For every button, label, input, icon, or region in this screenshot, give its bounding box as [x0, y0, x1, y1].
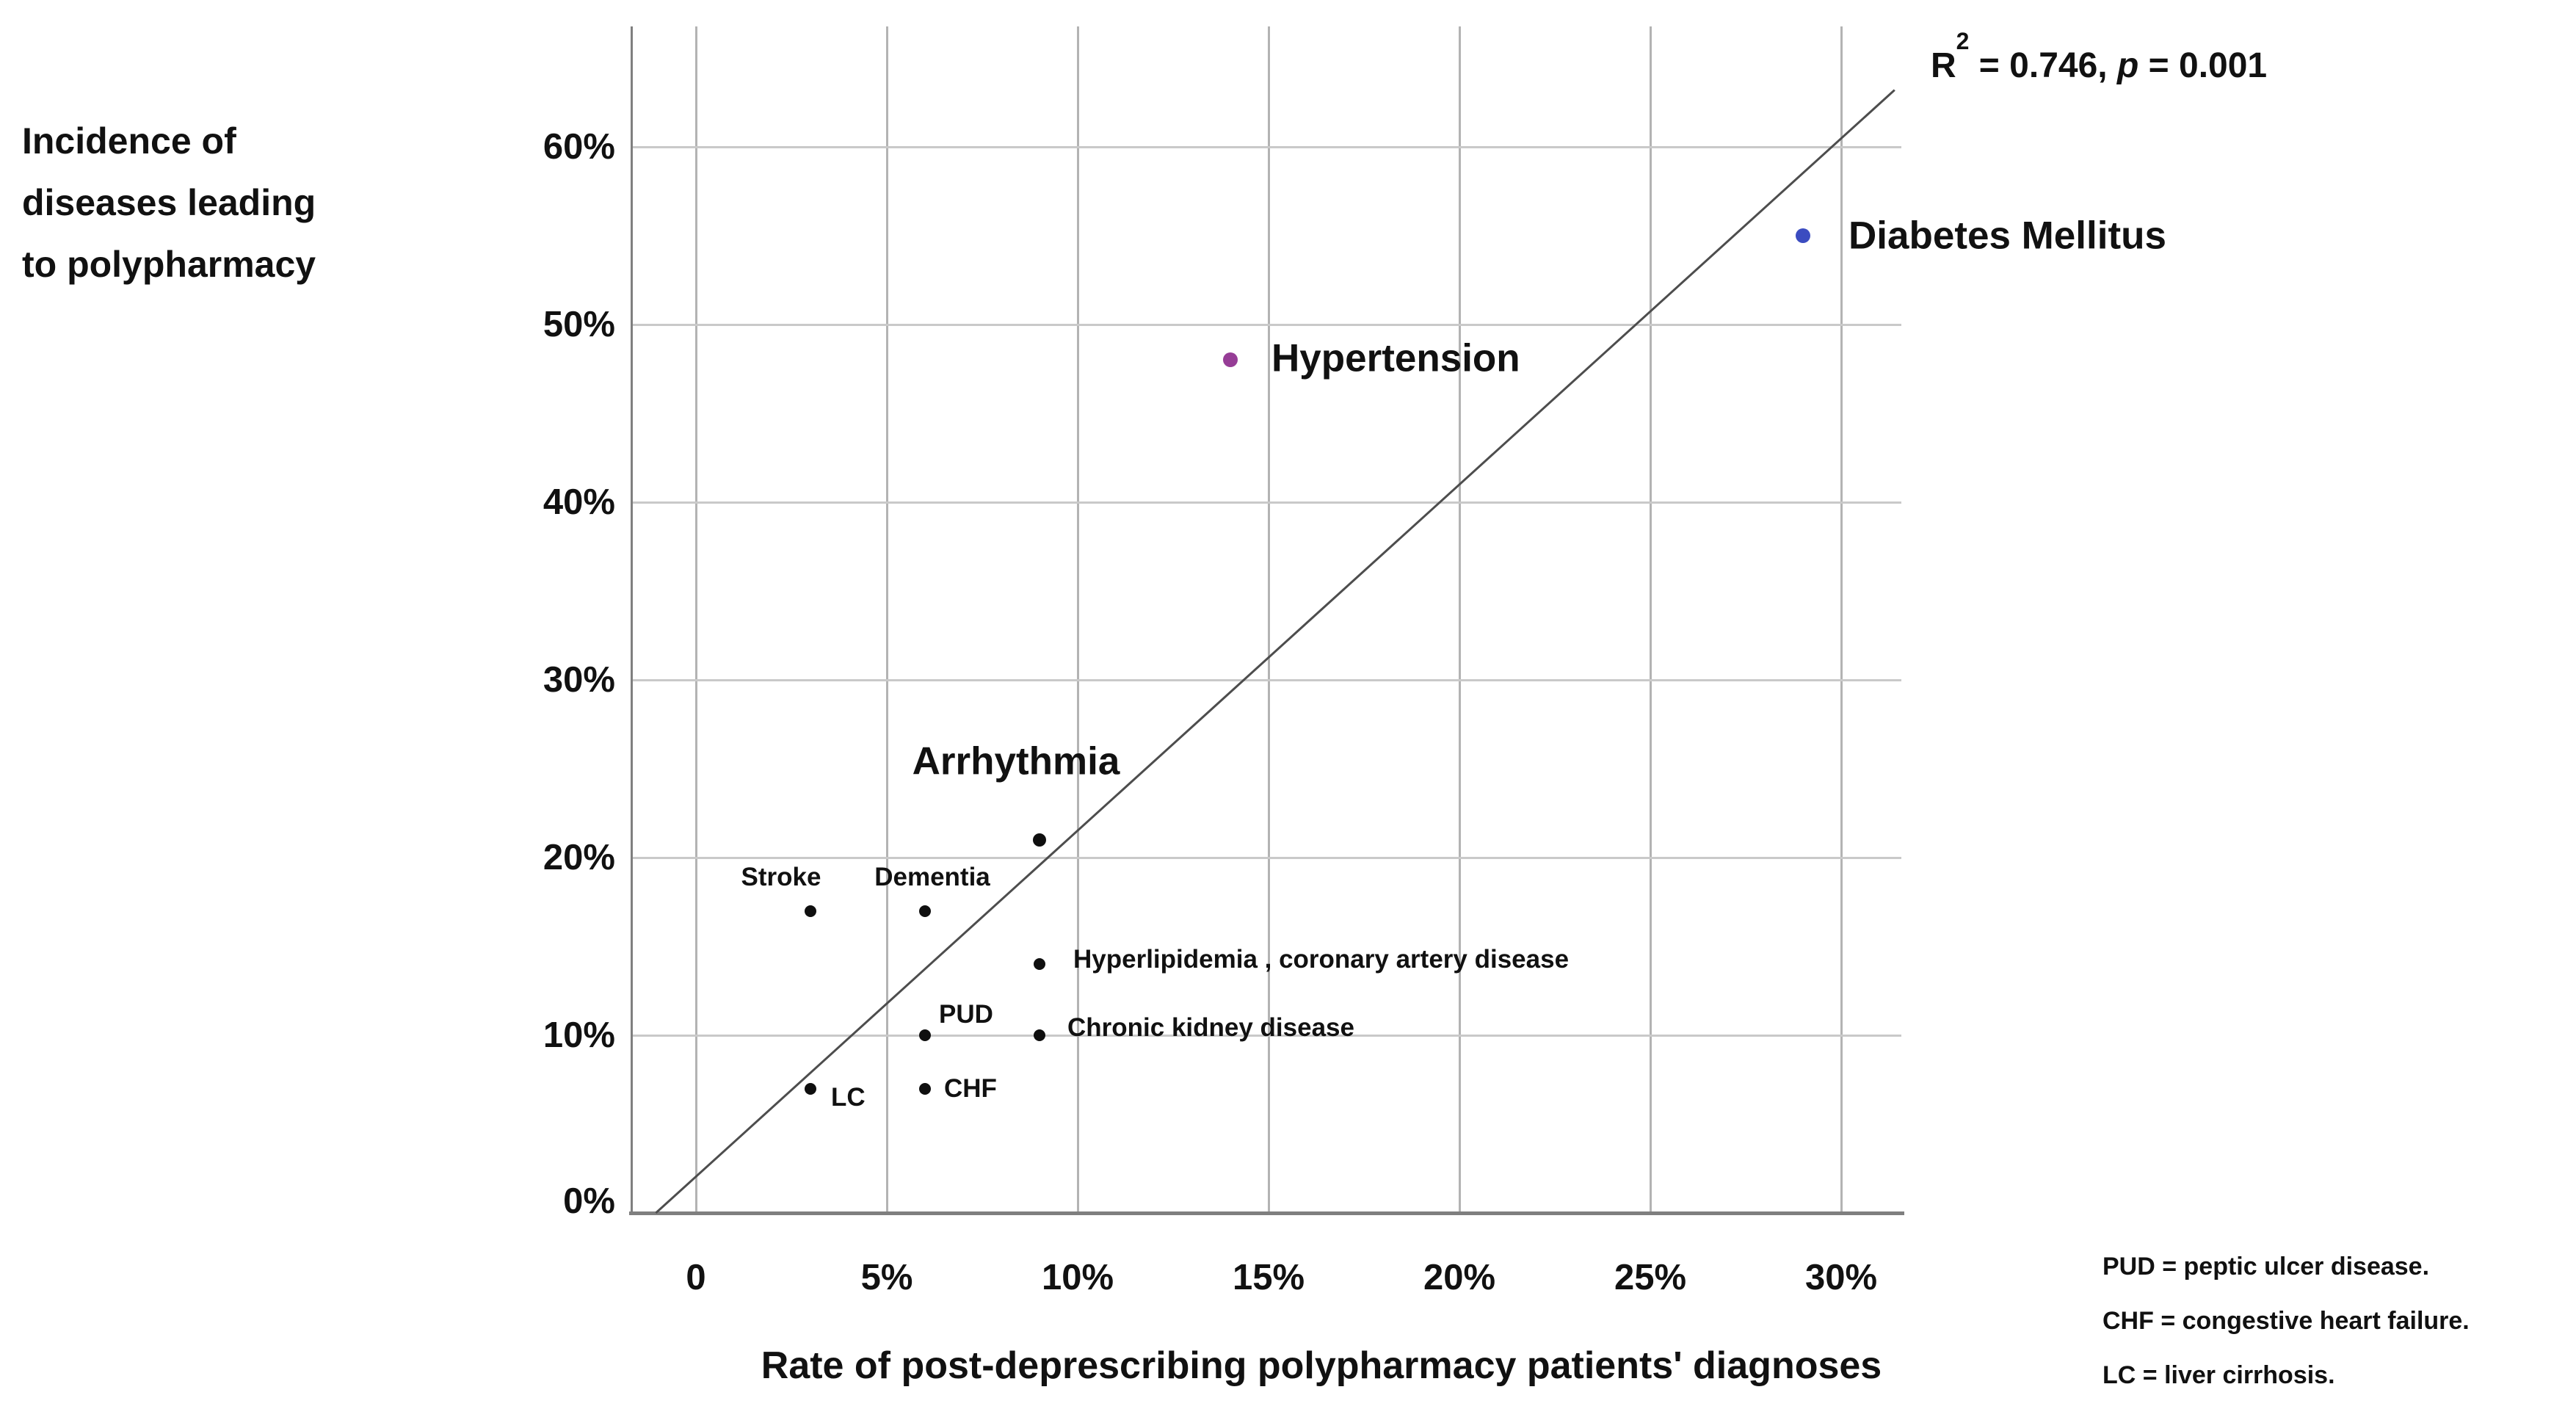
x-tick-label: 15% — [1232, 1258, 1305, 1297]
gridline-y — [632, 501, 1901, 504]
gridline-y — [632, 678, 1901, 681]
data-point-label: Hyperlipidemia , coronary artery disease — [1073, 945, 1570, 974]
r2-symbol: R — [1931, 46, 1956, 85]
data-point — [1033, 833, 1046, 847]
y-axis-title-line: diseases leading — [22, 182, 316, 223]
x-tick-label: 0 — [686, 1258, 706, 1297]
y-tick-label: 60% — [543, 127, 615, 167]
data-point — [1034, 958, 1045, 971]
data-point-label: Dementia — [874, 862, 990, 891]
r2-value: = 0.746, — [1969, 46, 2117, 85]
gridline-x — [885, 26, 888, 1213]
y-tick-label: 50% — [543, 305, 615, 344]
gridline-x — [1267, 26, 1270, 1213]
y-axis-title-line: to polypharmacy — [22, 244, 316, 285]
gridline-x — [1458, 26, 1461, 1213]
data-point — [919, 1082, 931, 1095]
x-tick-label: 25% — [1614, 1258, 1687, 1297]
x-tick-label: 5% — [860, 1258, 913, 1297]
gridline-x — [1649, 26, 1652, 1213]
y-axis-title: Incidence of diseases leading to polypha… — [22, 110, 316, 295]
y-axis-line — [631, 26, 633, 1213]
data-point-label: Chronic kidney disease — [1067, 1013, 1354, 1042]
data-point — [1034, 1029, 1045, 1041]
gridline-x — [1076, 26, 1079, 1213]
y-axis-title-line: Incidence of — [22, 120, 236, 162]
r-squared-annotation: R2 = 0.746, p = 0.001 — [1931, 28, 2268, 86]
data-point-label: CHF — [944, 1073, 997, 1103]
x-tick-label: 10% — [1041, 1258, 1114, 1297]
gridline-x — [694, 26, 697, 1213]
data-point-label: PUD — [939, 1000, 993, 1029]
gridline-y — [632, 856, 1901, 859]
gridline-x — [1840, 26, 1843, 1213]
r2-exponent: 2 — [1956, 28, 1970, 54]
x-tick-label: 30% — [1804, 1258, 1878, 1297]
data-point — [805, 1082, 816, 1095]
y-tick-label: 40% — [543, 482, 615, 522]
gridline-y — [632, 145, 1901, 148]
data-point — [1796, 228, 1810, 243]
y-tick-label: 30% — [543, 660, 615, 700]
x-axis-line — [629, 1211, 1904, 1215]
data-point — [805, 905, 816, 917]
legend-item-pud: PUD = peptic ulcer disease. — [2102, 1253, 2430, 1280]
data-point-label: Diabetes Mellitus — [1848, 214, 2166, 258]
legend-item-chf: CHF = congestive heart failure. — [2102, 1307, 2470, 1335]
data-point-label: Hypertension — [1271, 336, 1520, 380]
gridline-y — [632, 1034, 1901, 1037]
legend-item-lc: LC = liver cirrhosis. — [2102, 1361, 2335, 1389]
data-point-label: Stroke — [741, 862, 821, 891]
gridline-y — [632, 323, 1901, 326]
legend: PUD = peptic ulcer disease. CHF = conges… — [2102, 1239, 2470, 1402]
data-point — [919, 1029, 931, 1041]
x-axis-title: Rate of post-deprescribing polypharmacy … — [761, 1344, 1882, 1387]
data-point — [1223, 352, 1238, 368]
y-tick-label: 0% — [563, 1181, 615, 1221]
p-value: = 0.001 — [2138, 46, 2268, 85]
y-tick-label: 20% — [543, 838, 615, 877]
y-tick-label: 10% — [543, 1015, 615, 1055]
data-point-label: LC — [831, 1082, 866, 1112]
data-point — [919, 905, 931, 917]
p-symbol: p — [2116, 46, 2139, 85]
trendline — [655, 89, 1895, 1214]
x-tick-label: 20% — [1423, 1258, 1496, 1297]
data-point-label: Arrhythmia — [912, 739, 1120, 783]
